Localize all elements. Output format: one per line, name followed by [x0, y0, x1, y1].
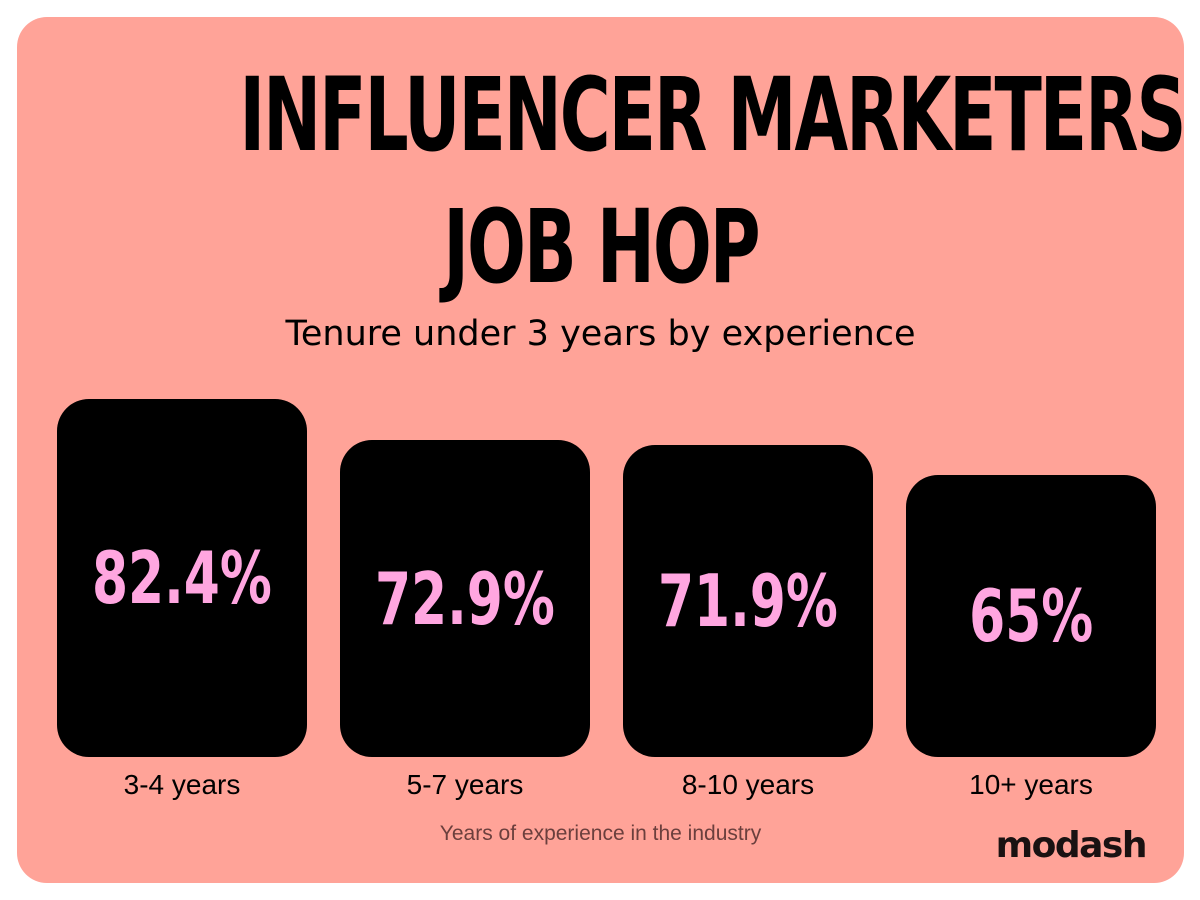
title-line-1-text: INFLUENCER MARKETERS: [239, 56, 1184, 175]
bar-value-text: 72.9%: [375, 556, 555, 641]
infographic-card: INFLUENCER MARKETERS JOB HOP Tenure unde…: [17, 17, 1184, 883]
bar-value-text: 82.4%: [92, 536, 272, 620]
title-line-2-text: JOB HOP: [442, 188, 760, 307]
bar-2: 72.9%: [340, 440, 590, 757]
category-label: 10+ years: [969, 769, 1093, 800]
title-line-2: JOB HOP: [17, 197, 1184, 299]
bar-value-text: 65%: [968, 573, 1094, 658]
bar-1: 82.4%: [57, 399, 307, 757]
bar-chart-area: 82.4% 3-4 years 72.9% 5-7 years 71.9% 8-10 ye…: [17, 17, 1184, 883]
chart-subtitle: Tenure under 3 years by experience: [285, 314, 916, 354]
category-label: 8-10 years: [681, 769, 815, 800]
bar-value-label: 72.9%: [340, 563, 590, 635]
title-line-1: INFLUENCER MARKETERS: [17, 65, 1184, 167]
bar-value-label: 65%: [906, 580, 1156, 652]
bar-value-label: 71.9%: [623, 565, 873, 637]
category-label: 3-4 years: [123, 769, 241, 800]
bar-value-label: 82.4%: [57, 542, 307, 614]
bar-4: 65%: [906, 474, 1156, 757]
modash-logo: modash: [995, 825, 1148, 866]
bar-value-text: 71.9%: [658, 558, 838, 643]
category-label: 5-7 years: [406, 769, 524, 800]
bar-3: 71.9%: [623, 444, 873, 757]
x-axis-label: Years of experience in the industry: [439, 822, 762, 845]
